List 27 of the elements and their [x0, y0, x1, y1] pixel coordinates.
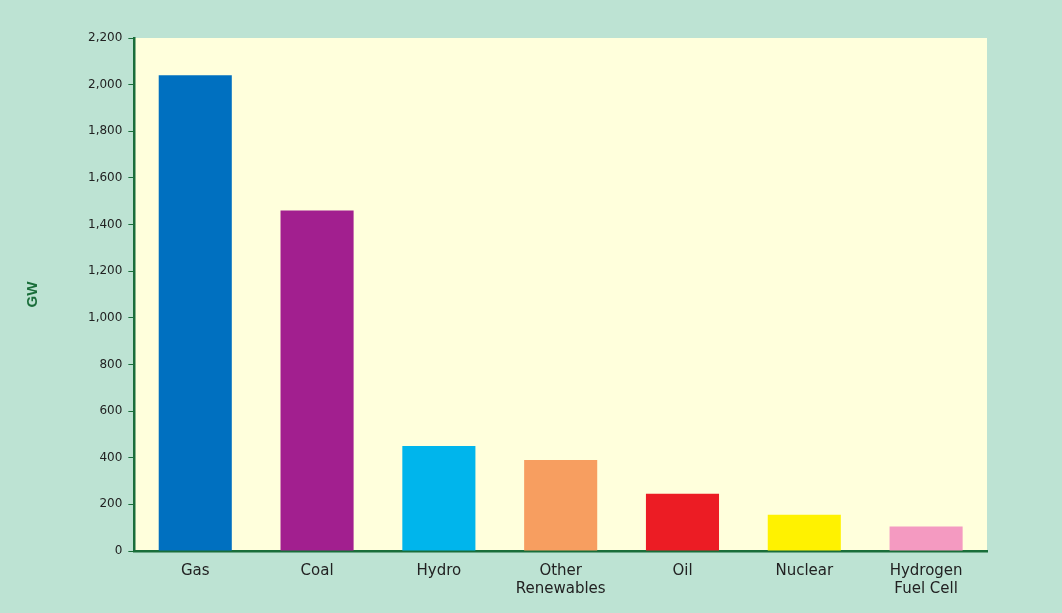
- bar: [524, 460, 598, 551]
- y-tick-label: 2,000: [87, 76, 123, 91]
- bar: [158, 75, 232, 551]
- y-axis-title: GW: [23, 280, 41, 308]
- x-tick-label: Oil: [672, 560, 693, 579]
- y-tick-label: 1,600: [87, 170, 123, 185]
- y-tick-label: 1,200: [87, 263, 123, 278]
- y-tick-label: 2,200: [87, 30, 123, 45]
- y-tick-label: 1,000: [87, 309, 123, 324]
- y-tick-label: 0: [114, 543, 123, 558]
- x-tick-label: Coal: [300, 560, 334, 579]
- bar: [402, 446, 476, 551]
- x-tick-label: Hydrogen Fuel Cell: [889, 560, 963, 597]
- y-tick-label: 400: [99, 449, 123, 464]
- bar: [280, 210, 354, 551]
- y-tick-label: 200: [99, 496, 123, 511]
- bar: [889, 526, 963, 551]
- y-tick-label: 800: [99, 356, 123, 371]
- bar: [767, 514, 841, 551]
- bar: [645, 493, 720, 551]
- x-tick-label: Gas: [180, 560, 210, 579]
- y-tick-label: 1,800: [87, 123, 123, 138]
- y-tick-label: 600: [99, 403, 123, 418]
- x-tick-label: Nuclear: [775, 560, 834, 579]
- y-tick-label: 1,400: [87, 216, 123, 231]
- x-tick-label: Hydro: [416, 560, 462, 579]
- x-tick-label: Other Renewables: [515, 560, 606, 597]
